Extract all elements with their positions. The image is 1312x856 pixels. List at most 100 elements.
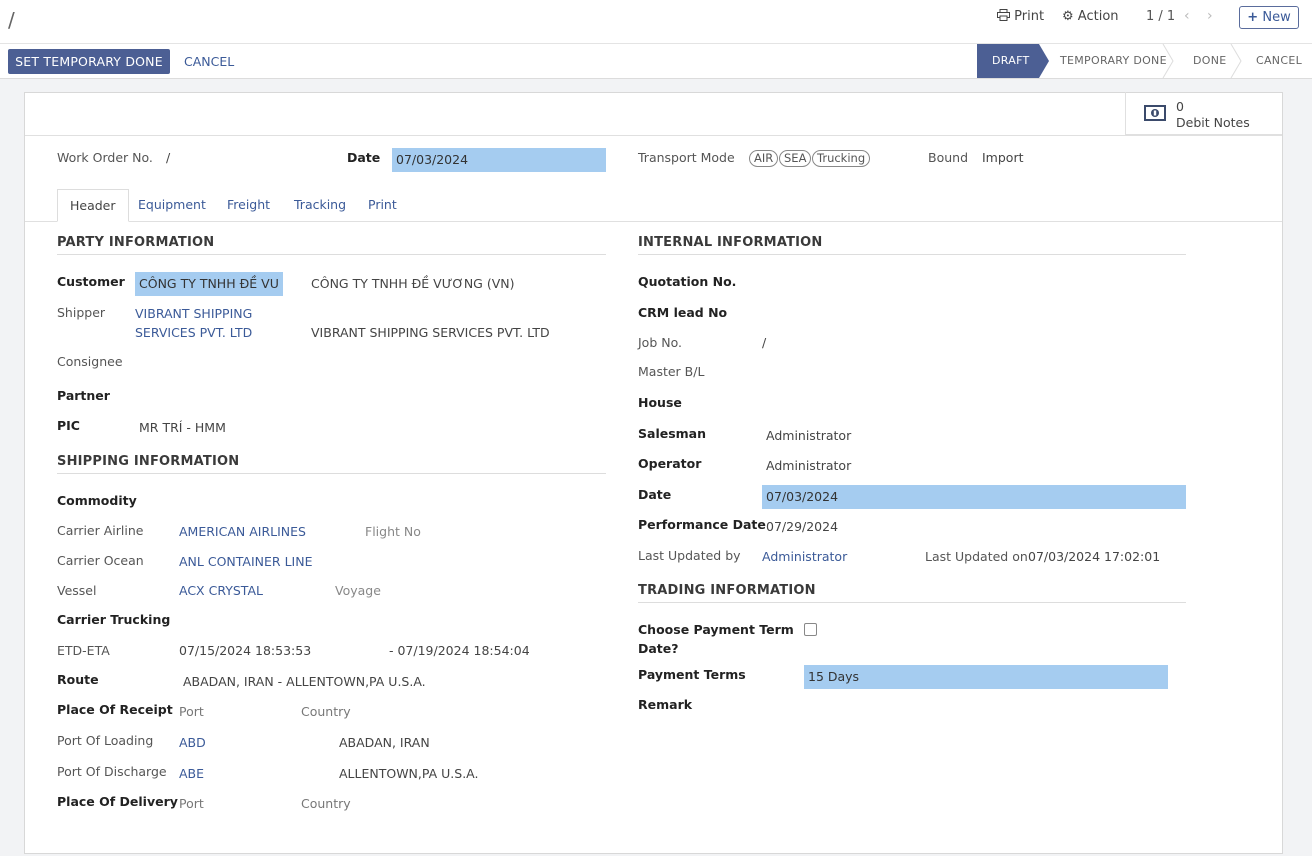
operator-label: Operator [638,456,702,471]
printer-icon [997,9,1010,21]
cancel-button[interactable]: CANCEL [184,54,235,69]
debit-notes-button[interactable]: 0 Debit Notes [1125,92,1282,135]
choose-payment-term-checkbox[interactable] [804,623,817,636]
tab-print[interactable]: Print [368,197,397,212]
status-done[interactable]: DONE [1193,54,1227,67]
flight-no-placeholder[interactable]: Flight No [365,524,421,539]
tabs-underline [25,221,1282,222]
work-order-label: Work Order No. [57,150,153,165]
chevron-right-icon[interactable]: › [1207,8,1213,24]
last-updated-by-link[interactable]: Administrator [762,549,848,564]
discharge-port-link[interactable]: ABE [179,766,205,781]
choose-payment-term-label-line2: Date? [638,641,679,656]
operator-value[interactable]: Administrator [766,458,852,473]
shipping-divider [57,473,606,474]
remark-label: Remark [638,697,693,712]
bound-value[interactable]: Import [982,150,1024,165]
last-updated-on-value: 07/03/2024 17:02:01 [1028,549,1161,564]
partner-label: Partner [57,388,110,403]
route-label: Route [57,672,99,687]
bound-label: Bound [928,150,969,165]
customer-field[interactable]: CÔNG TY TNHH ĐỀ VU [135,272,283,296]
pager-value[interactable]: 1 / 1 [1146,9,1176,24]
shipper-link-line2[interactable]: SERVICES PVT. LTD [135,325,253,340]
master-bl-label: Master B/L [638,364,705,379]
carrier-airline-link[interactable]: AMERICAN AIRLINES [179,524,306,539]
divider [25,135,1282,136]
carrier-ocean-link[interactable]: ANL CONTAINER LINE [179,554,313,569]
payment-terms-field[interactable]: 15 Days [804,665,1168,689]
loading-port-link[interactable]: ABD [179,735,206,750]
tab-freight[interactable]: Freight [227,197,271,212]
loading-place: ABADAN, IRAN [339,735,430,750]
payment-terms-label: Payment Terms [638,667,746,682]
internal-section-title: INTERNAL INFORMATION [638,235,823,250]
pic-value[interactable]: MR TRÍ - HMM [139,420,226,435]
tag-trucking[interactable]: Trucking [812,150,871,167]
tag-air[interactable]: AIR [749,150,779,167]
set-temporary-done-button[interactable]: SET TEMPORARY DONE [8,49,170,74]
performance-date-value[interactable]: 07/29/2024 [766,519,839,534]
receipt-port-placeholder[interactable]: Port [179,704,204,719]
customer-full-name: CÔNG TY TNHH ĐỀ VƯƠNG (VN) [311,276,515,291]
route-value: ABADAN, IRAN - ALLENTOWN,PA U.S.A. [183,674,426,689]
tab-header[interactable]: Header [57,189,129,222]
salesman-value[interactable]: Administrator [766,428,852,443]
new-label: New [1262,10,1291,25]
pic-label: PIC [57,418,80,433]
consignee-label: Consignee [57,354,123,369]
eta-value[interactable]: - 07/19/2024 18:54:04 [389,643,530,658]
plus-icon: + [1247,10,1259,25]
voyage-placeholder[interactable]: Voyage [335,583,381,598]
internal-date-field[interactable]: 07/03/2024 [762,485,1186,509]
shipper-link-line1[interactable]: VIBRANT SHIPPING [135,306,253,321]
status-draft[interactable]: DRAFT [992,54,1030,67]
shipper-label: Shipper [57,305,106,320]
carrier-airline-label: Carrier Airline [57,523,144,538]
customer-label: Customer [57,274,125,289]
carrier-trucking-label: Carrier Trucking [57,612,171,627]
delivery-port-placeholder[interactable]: Port [179,796,204,811]
work-order-value: / [166,150,171,165]
tab-equipment[interactable]: Equipment [138,197,206,212]
carrier-ocean-label: Carrier Ocean [57,553,144,568]
receipt-country-placeholder[interactable]: Country [301,704,351,719]
crm-lead-label: CRM lead No [638,305,728,320]
tab-tracking[interactable]: Tracking [294,197,347,212]
tag-sea[interactable]: SEA [779,150,812,167]
vessel-label: Vessel [57,583,97,598]
party-divider [57,254,606,255]
etd-eta-label: ETD-ETA [57,643,110,658]
date-label: Date [347,150,381,165]
house-label: House [638,395,682,410]
chevron-left-icon[interactable]: ‹ [1184,8,1190,24]
job-no-label: Job No. [638,335,682,350]
delivery-country-placeholder[interactable]: Country [301,796,351,811]
etd-value[interactable]: 07/15/2024 18:53:53 [179,643,312,658]
breadcrumb[interactable]: / [8,8,15,32]
internal-date-label: Date [638,487,672,502]
choose-payment-term-label-line1: Choose Payment Term [638,622,794,637]
debit-notes-count: 0 [1176,99,1184,114]
last-updated-on-label: Last Updated on [925,549,1028,564]
shipper-full-name: VIBRANT SHIPPING SERVICES PVT. LTD [311,325,550,340]
status-cancel[interactable]: CANCEL [1256,54,1302,67]
job-no-value: / [762,335,767,350]
action-button[interactable]: ⚙ Action [1062,9,1119,24]
place-of-receipt-label: Place Of Receipt [57,702,173,717]
discharge-place: ALLENTOWN,PA U.S.A. [339,766,479,781]
print-label: Print [1014,9,1045,24]
trading-divider [638,602,1186,603]
salesman-label: Salesman [638,426,706,441]
date-field[interactable]: 07/03/2024 [392,148,606,172]
print-button[interactable]: Print [997,9,1044,24]
performance-date-label: Performance Date [638,517,766,532]
internal-divider [638,254,1186,255]
status-temporary-done[interactable]: TEMPORARY DONE [1060,54,1167,67]
port-of-loading-label: Port Of Loading [57,733,154,748]
commodity-label: Commodity [57,493,137,508]
vessel-link[interactable]: ACX CRYSTAL [179,583,263,598]
new-button[interactable]: + New [1239,6,1299,29]
top-bar: / Print ⚙ Action 1 / 1 ‹ › + New [0,0,1312,44]
quotation-label: Quotation No. [638,274,737,289]
